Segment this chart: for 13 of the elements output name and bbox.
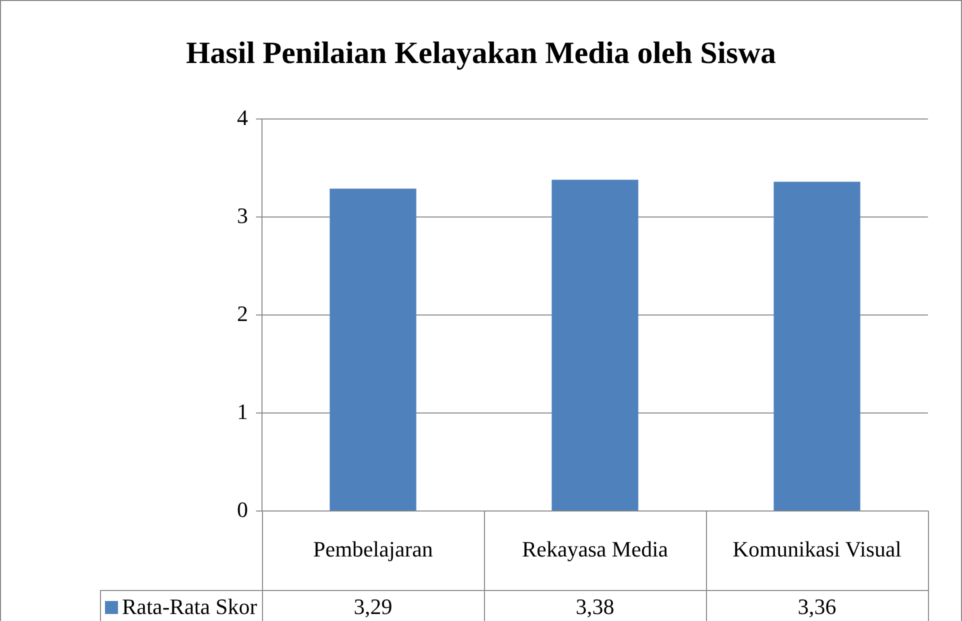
y-tick-label: 1 (237, 398, 248, 424)
y-tick-label: 3 (237, 202, 248, 228)
y-tick-label: 4 (237, 104, 248, 130)
legend-label: Rata-Rata Skor (122, 594, 258, 619)
chart-title: Hasil Penilaian Kelayakan Media oleh Siswa (186, 35, 776, 70)
x-tick-label: Komunikasi Visual (732, 536, 902, 562)
y-tick-label: 0 (237, 496, 248, 522)
y-tick-label: 2 (237, 300, 248, 326)
data-label: 3,36 (798, 594, 836, 619)
data-label: 3,38 (576, 594, 614, 619)
data-label: 3,29 (354, 594, 392, 619)
x-tick-label: Pembelajaran (313, 536, 433, 562)
x-tick-label: Rekayasa Media (522, 536, 668, 562)
